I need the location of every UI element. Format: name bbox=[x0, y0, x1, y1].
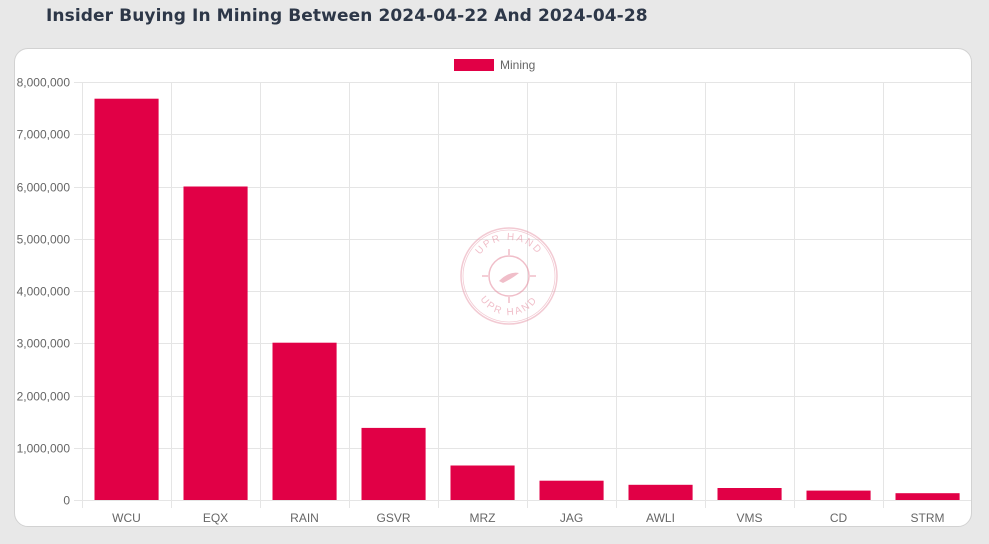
x-tick-label: STRM bbox=[911, 511, 945, 525]
bar-awli[interactable] bbox=[628, 484, 693, 500]
bar-wcu[interactable] bbox=[94, 98, 159, 500]
y-tick-label: 7,000,000 bbox=[17, 128, 71, 142]
bar-chart: UPR HAND UPR HAND 0 1,000,000 2,000,000 3,0… bbox=[17, 58, 971, 525]
watermark-logo-icon: UPR HAND UPR HAND bbox=[460, 227, 558, 325]
y-tick-label: 0 bbox=[63, 494, 70, 508]
x-tick-label: EQX bbox=[203, 511, 228, 525]
bar-strm[interactable] bbox=[895, 493, 960, 500]
bar-rain[interactable] bbox=[272, 342, 337, 500]
x-tick-label: WCU bbox=[112, 511, 141, 525]
bar-vms[interactable] bbox=[717, 488, 782, 500]
x-tick-label: AWLI bbox=[646, 511, 675, 525]
x-tick-label: GSVR bbox=[376, 511, 410, 525]
chart-card: UPR HAND UPR HAND 0 1,000,000 2,000,000 3,0… bbox=[14, 48, 972, 527]
y-tick-label: 6,000,000 bbox=[17, 181, 71, 195]
y-tick-label: 3,000,000 bbox=[17, 337, 71, 351]
x-tick-label: JAG bbox=[560, 511, 583, 525]
y-axis: 0 1,000,000 2,000,000 3,000,000 4,000,000 5,0… bbox=[17, 76, 71, 508]
y-tick-label: 1,000,000 bbox=[17, 442, 71, 456]
legend-label[interactable]: Mining bbox=[500, 58, 535, 72]
x-axis: WCU EQX RAIN GSVR MRZ JAG AWLI VMS CD STRM bbox=[112, 511, 944, 525]
y-tick-label: 2,000,000 bbox=[17, 390, 71, 404]
bar-cd[interactable] bbox=[806, 490, 871, 500]
y-tick-label: 8,000,000 bbox=[17, 76, 71, 90]
bar-eqx[interactable] bbox=[183, 186, 248, 501]
x-tick-label: MRZ bbox=[470, 511, 496, 525]
x-tick-label: RAIN bbox=[290, 511, 319, 525]
legend[interactable]: Mining bbox=[454, 58, 535, 72]
bar-jag[interactable] bbox=[539, 480, 604, 500]
bar-mrz[interactable] bbox=[450, 465, 515, 501]
x-tick-label: CD bbox=[830, 511, 848, 525]
y-tick-label: 4,000,000 bbox=[17, 285, 71, 299]
bar-gsvr[interactable] bbox=[361, 427, 426, 500]
x-tick-label: VMS bbox=[736, 511, 762, 525]
bars bbox=[94, 98, 960, 501]
page-title: Insider Buying In Mining Between 2024-04… bbox=[46, 6, 648, 26]
legend-swatch[interactable] bbox=[454, 59, 494, 71]
y-tick-label: 5,000,000 bbox=[17, 233, 71, 247]
